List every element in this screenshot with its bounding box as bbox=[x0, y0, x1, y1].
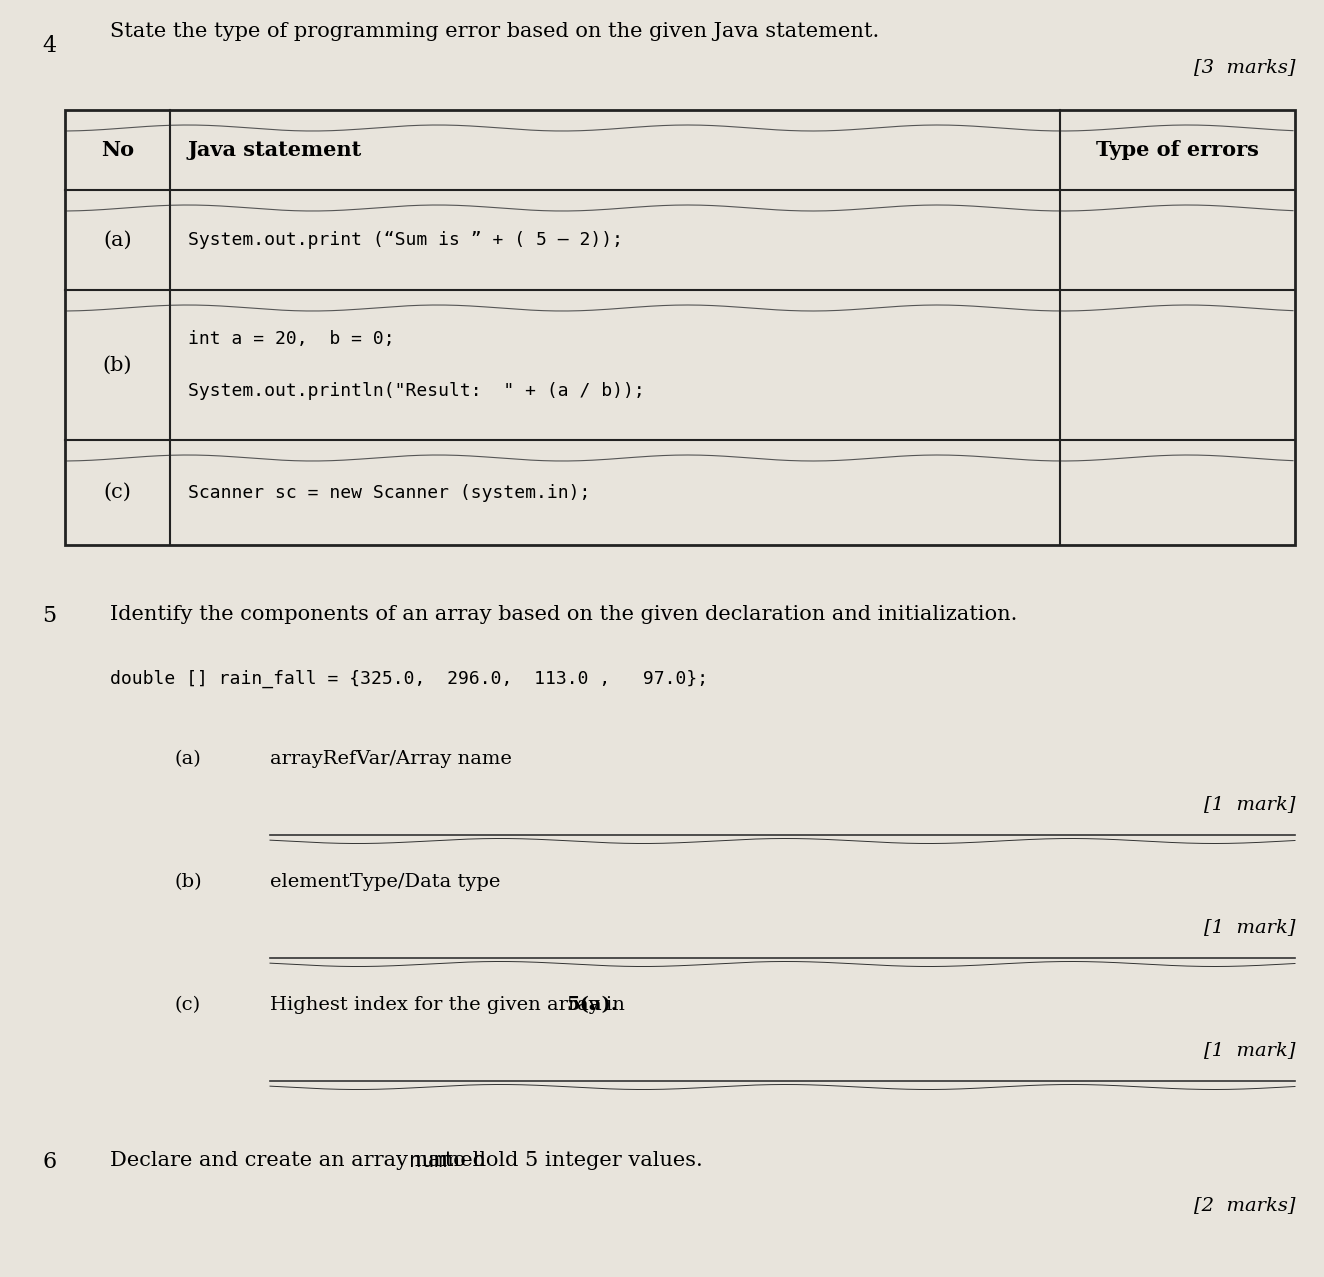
Text: double [] rain_fall = {325.0,  296.0,  113.0 ,   97.0};: double [] rain_fall = {325.0, 296.0, 113… bbox=[110, 670, 708, 688]
Text: 6: 6 bbox=[42, 1151, 56, 1174]
Text: System.out.println("Result:  " + (a / b));: System.out.println("Result: " + (a / b))… bbox=[188, 382, 645, 400]
Text: [2  marks]: [2 marks] bbox=[1193, 1197, 1295, 1214]
Text: (a): (a) bbox=[103, 231, 132, 249]
Text: Java statement: Java statement bbox=[188, 140, 363, 160]
Text: Identify the components of an array based on the given declaration and initializ: Identify the components of an array base… bbox=[110, 605, 1017, 624]
Text: No: No bbox=[101, 140, 134, 160]
Text: 5(a).: 5(a). bbox=[565, 996, 617, 1014]
Text: elementType/Data type: elementType/Data type bbox=[270, 873, 500, 891]
Text: Scanner sc = new Scanner (system.in);: Scanner sc = new Scanner (system.in); bbox=[188, 484, 591, 502]
Bar bbox=[65, 110, 1295, 545]
Text: [3  marks]: [3 marks] bbox=[1193, 57, 1295, 77]
Text: 4: 4 bbox=[42, 34, 56, 57]
Text: (c): (c) bbox=[103, 483, 131, 502]
Text: to hold 5 integer values.: to hold 5 integer values. bbox=[438, 1151, 703, 1170]
Text: (b): (b) bbox=[103, 355, 132, 374]
Text: 5: 5 bbox=[42, 605, 56, 627]
Text: num: num bbox=[409, 1151, 448, 1171]
Text: (c): (c) bbox=[175, 996, 201, 1014]
Text: Declare and create an array named: Declare and create an array named bbox=[110, 1151, 493, 1170]
Text: (b): (b) bbox=[175, 873, 203, 891]
Text: [1  mark]: [1 mark] bbox=[1204, 796, 1295, 813]
Text: (a): (a) bbox=[175, 750, 201, 767]
Text: [1  mark]: [1 mark] bbox=[1204, 1041, 1295, 1059]
Text: System.out.print (“Sum is ” + ( 5 – 2));: System.out.print (“Sum is ” + ( 5 – 2)); bbox=[188, 231, 624, 249]
Text: Highest index for the given array in: Highest index for the given array in bbox=[270, 996, 632, 1014]
Text: [1  mark]: [1 mark] bbox=[1204, 918, 1295, 936]
Text: State the type of programming error based on the given Java statement.: State the type of programming error base… bbox=[110, 22, 879, 41]
Text: arrayRefVar/Array name: arrayRefVar/Array name bbox=[270, 750, 512, 767]
Text: int a = 20,  b = 0;: int a = 20, b = 0; bbox=[188, 331, 395, 349]
Text: Type of errors: Type of errors bbox=[1096, 140, 1259, 160]
